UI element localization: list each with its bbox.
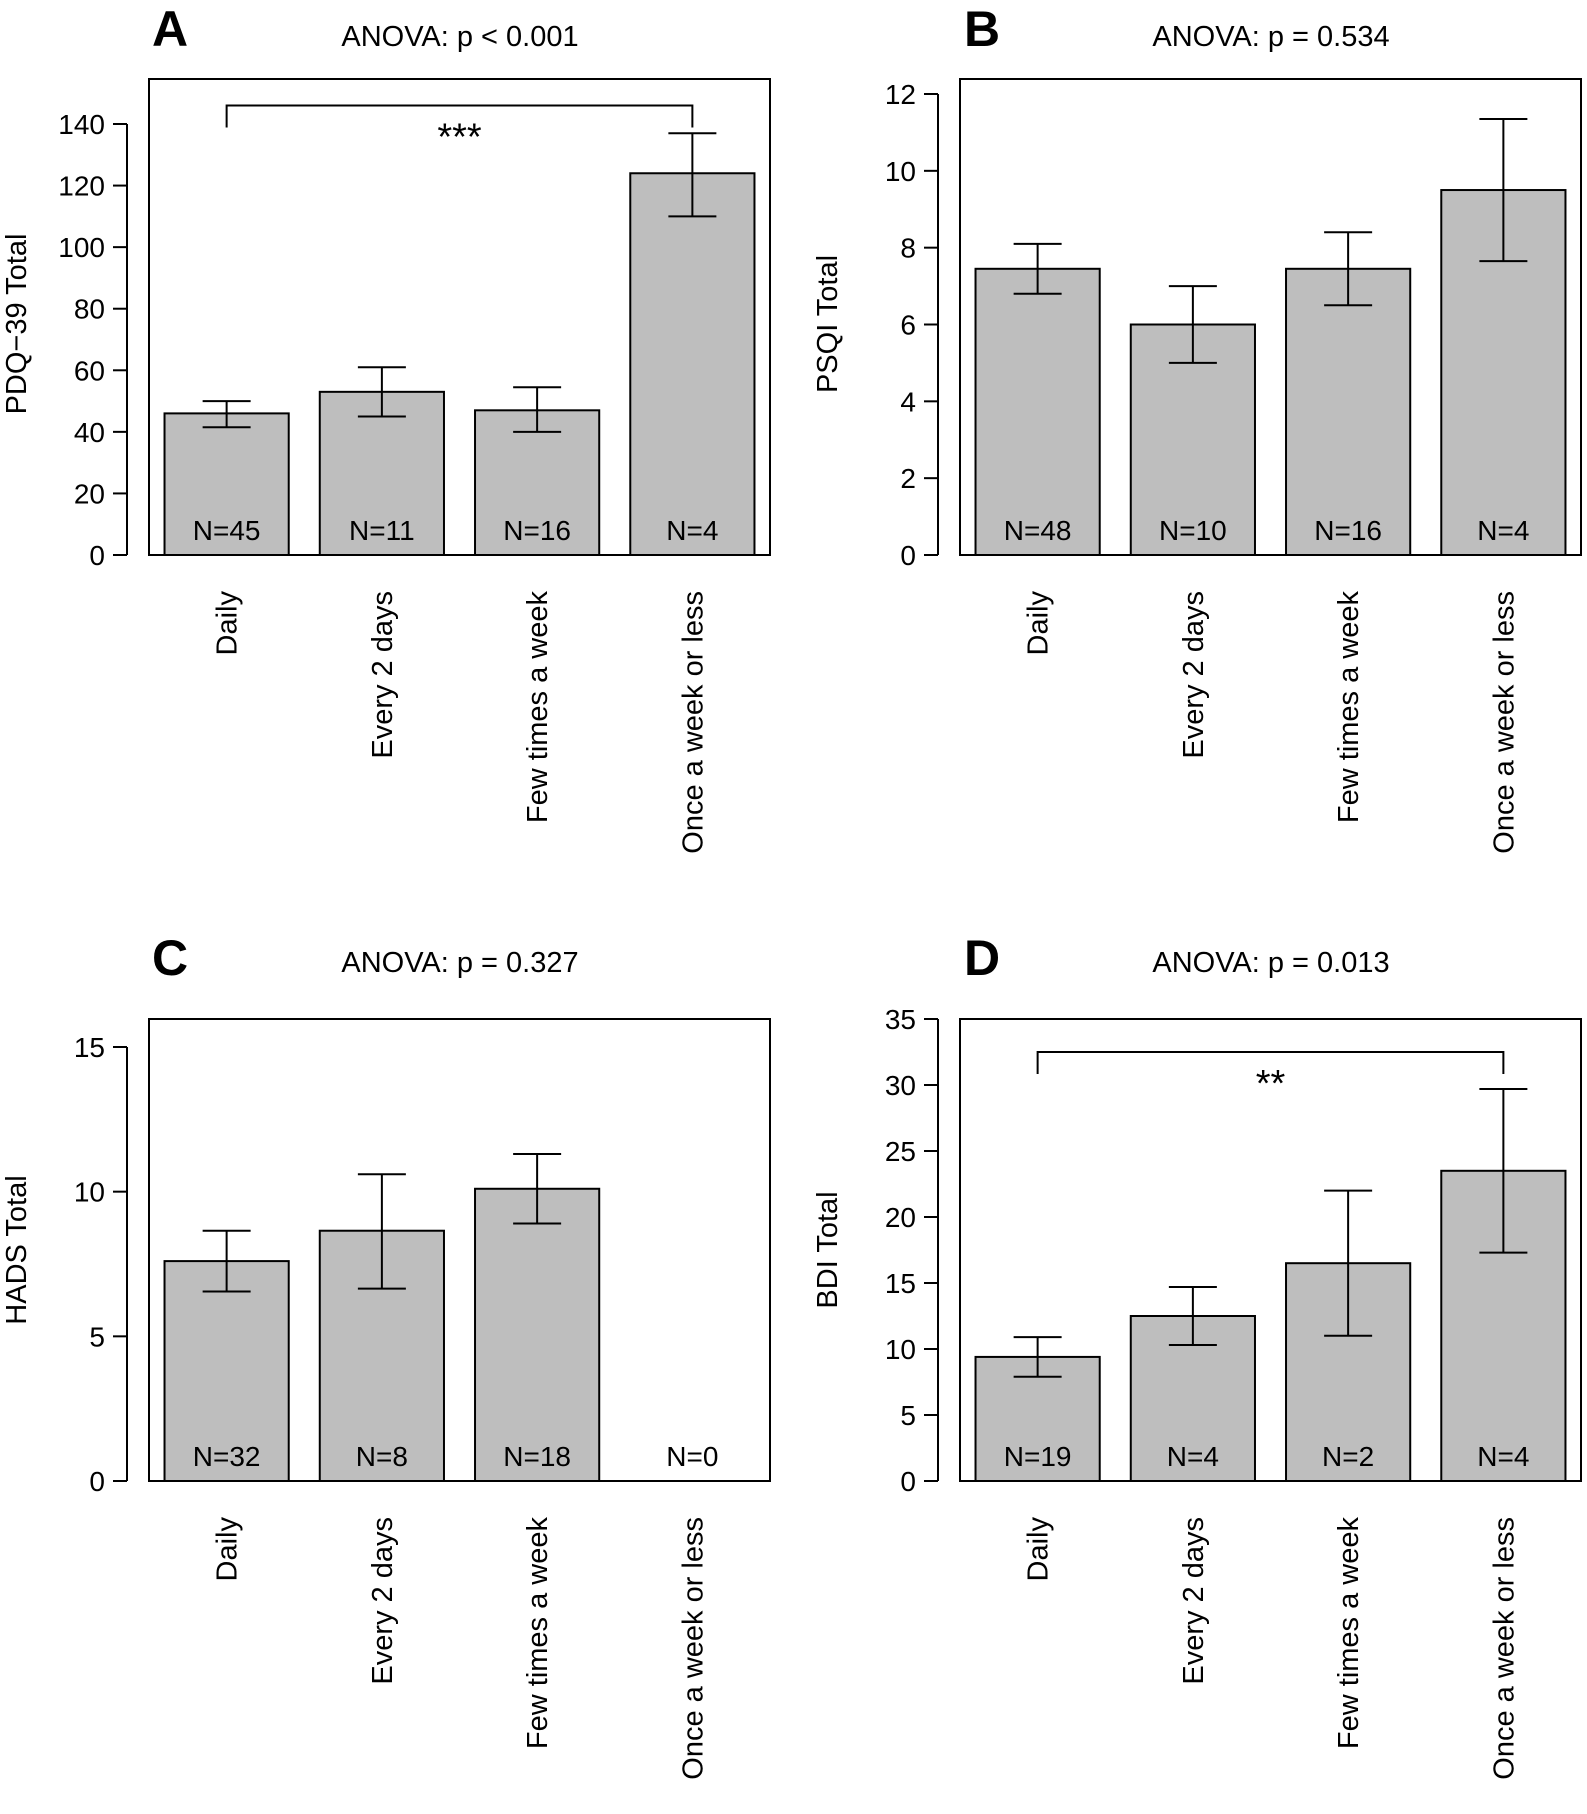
panel-d-title: ANOVA: p = 0.013 — [1152, 947, 1389, 979]
panel-a-n-label: N=16 — [503, 515, 571, 546]
panel-c-title: ANOVA: p = 0.327 — [341, 947, 578, 979]
panel-d-y-tick-label: 35 — [885, 1004, 916, 1035]
panel-b-bar — [974, 267, 1101, 556]
panel-b-y-tick-label: 4 — [900, 386, 916, 417]
panel-c-letter: C — [152, 930, 188, 986]
panel-a-n-label: N=45 — [193, 515, 261, 546]
panel-d-n-label: N=4 — [1167, 1441, 1219, 1472]
panel-c-n-label: N=8 — [356, 1441, 408, 1472]
panel-c-n-label: N=32 — [193, 1441, 261, 1472]
panel-b-n-label: N=48 — [1004, 515, 1072, 546]
panel-c-y-tick-label: 5 — [89, 1321, 105, 1352]
panel-d-category-label: Once a week or less — [1488, 1517, 1520, 1780]
panel-b-letter: B — [964, 1, 1000, 57]
panel-c-y-tick-label: 15 — [74, 1032, 105, 1063]
panel-b-category-label: Every 2 days — [1178, 591, 1210, 759]
panel-a-y-tick-label: 80 — [74, 294, 105, 325]
panel-d-y-tick-label: 30 — [885, 1070, 916, 1101]
panel-c: C ANOVA: p = 0.327 HADS Total 0 5 10 15 N=32… — [1, 930, 771, 1780]
panel-b-y-tick-label: 12 — [885, 79, 916, 110]
panel-d: D ANOVA: p = 0.013 BDI Total 0 5 10 15 20 25 3… — [812, 930, 1582, 1780]
panel-d-n-label: N=4 — [1477, 1441, 1529, 1472]
panel-a-y-tick-label: 0 — [89, 540, 105, 571]
panel-a-n-label: N=11 — [349, 515, 415, 546]
panel-b-y-tick-label: 6 — [900, 310, 916, 341]
panel-a-bar — [163, 412, 290, 556]
panel-a-bar — [318, 390, 445, 557]
panel-a-plot-frame — [148, 78, 771, 556]
panel-c-n-label: N=0 — [666, 1441, 718, 1472]
panel-c-category-label: Daily — [212, 1517, 244, 1582]
panel-d-significance-label: ** — [1256, 1063, 1286, 1105]
panel-d-category-label: Few times a week — [1333, 1517, 1365, 1750]
panel-b-n-label: N=16 — [1314, 515, 1382, 546]
panel-d-ylabel: BDI Total — [812, 1191, 844, 1308]
panel-c-bar — [163, 1260, 290, 1483]
panel-b-title: ANOVA: p = 0.534 — [1152, 21, 1389, 53]
panel-a-title: ANOVA: p < 0.001 — [341, 21, 578, 53]
panel-c-category-label: Every 2 days — [367, 1517, 399, 1685]
panel-d-n-label: N=19 — [1004, 1441, 1072, 1472]
panel-b-category-label: Once a week or less — [1488, 591, 1520, 854]
panel-b-category-label: Few times a week — [1333, 591, 1365, 824]
panel-b-n-label: N=4 — [1477, 515, 1529, 546]
panel-a-ylabel: PDQ−39 Total — [1, 234, 33, 415]
panel-a-category-label: Few times a week — [522, 591, 554, 824]
panel-a: A ANOVA: p < 0.001 PDQ−39 Total 0 20 40 60 8… — [1, 1, 771, 854]
panel-d-y-tick-label: 20 — [885, 1202, 916, 1233]
panel-a-significance-label: *** — [437, 117, 482, 159]
panel-d-y-tick-label: 15 — [885, 1268, 916, 1299]
panel-c-n-label: N=18 — [503, 1441, 571, 1472]
panel-a-y-tick-label: 140 — [58, 109, 105, 140]
panel-d-y-tick-label: 0 — [900, 1466, 916, 1497]
panel-a-letter: A — [152, 1, 188, 57]
panel-b-plot-frame — [959, 78, 1582, 556]
panel-b-category-label: Daily — [1023, 591, 1055, 656]
panel-d-letter: D — [964, 930, 1000, 986]
panel-a-significance-bracket — [225, 104, 694, 128]
panel-c-y-tick-label: 10 — [74, 1177, 105, 1208]
panel-a-y-tick-label: 40 — [74, 417, 105, 448]
panel-d-y-tick-label: 25 — [885, 1136, 916, 1167]
panel-c-bar — [474, 1187, 601, 1482]
panel-b: B ANOVA: p = 0.534 PSQI Total 0 2 4 6 8 10 12 N… — [812, 1, 1582, 854]
panel-d-y-tick-label: 5 — [900, 1400, 916, 1431]
panel-c-y-tick-label: 0 — [89, 1466, 105, 1497]
panel-a-y-tick-label: 100 — [58, 232, 105, 263]
panel-d-n-label: N=2 — [1322, 1441, 1374, 1472]
panel-d-significance-bracket — [1036, 1051, 1505, 1074]
panel-a-bar — [629, 172, 756, 556]
panel-a-y-tick-label: 20 — [74, 478, 105, 509]
panel-d-category-label: Daily — [1023, 1517, 1055, 1582]
panel-a-category-label: Once a week or less — [677, 591, 709, 854]
panel-a-category-label: Every 2 days — [367, 591, 399, 759]
panel-b-y-tick-label: 0 — [900, 540, 916, 571]
panel-a-category-label: Daily — [212, 591, 244, 656]
panel-b-y-tick-label: 2 — [900, 463, 916, 494]
panel-c-category-label: Once a week or less — [677, 1517, 709, 1780]
panel-d-y-tick-label: 10 — [885, 1334, 916, 1365]
panel-c-ylabel: HADS Total — [1, 1175, 33, 1324]
panel-c-plot-frame — [148, 1018, 771, 1482]
panel-a-y-tick-label: 60 — [74, 355, 105, 386]
panel-c-category-label: Few times a week — [522, 1517, 554, 1750]
panel-b-ylabel: PSQI Total — [812, 255, 844, 393]
panel-b-y-tick-label: 8 — [900, 233, 916, 264]
panel-b-n-label: N=10 — [1159, 515, 1227, 546]
panel-d-category-label: Every 2 days — [1178, 1517, 1210, 1685]
panel-a-y-tick-label: 120 — [58, 171, 105, 202]
panel-d-plot-frame — [959, 1018, 1582, 1482]
panel-b-bar — [1285, 267, 1412, 556]
panel-b-y-tick-label: 10 — [885, 156, 916, 187]
panel-a-n-label: N=4 — [666, 515, 718, 546]
